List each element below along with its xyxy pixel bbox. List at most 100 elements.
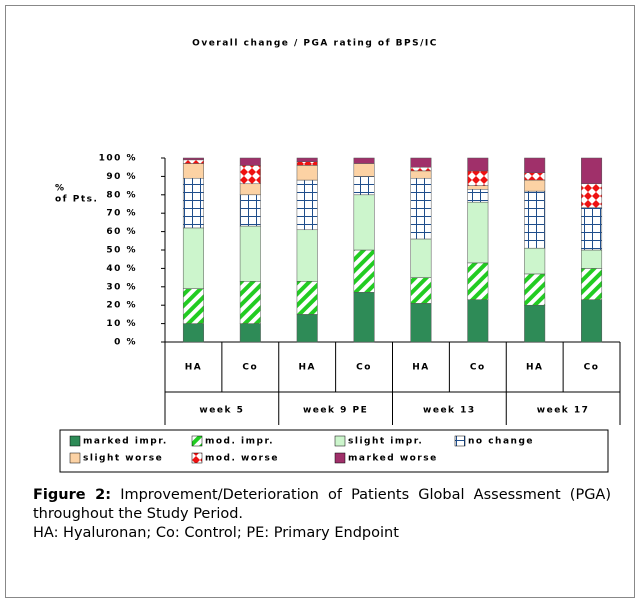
y-tick-label: 40 %: [106, 264, 137, 274]
bar-segment: [182, 163, 204, 179]
legend-label: slight worse: [83, 454, 163, 464]
y-tick-label: 10 %: [106, 319, 137, 329]
bar-segment: [182, 227, 204, 289]
legend-swatch: [69, 452, 81, 464]
bar-segment: [467, 185, 489, 190]
caption-body: Improvement/Deterioration of Patients Gl…: [33, 487, 612, 522]
bar-segment: [296, 314, 318, 343]
legend-swatch: [69, 435, 81, 447]
bar-segment: [182, 157, 204, 161]
x-tick-label: HA: [412, 363, 430, 373]
bar-segment: [410, 177, 432, 240]
group-label: week 9 PE: [303, 406, 368, 416]
legend-label: no change: [468, 437, 534, 447]
chart-title: Overall change / PGA rating of BPS/IC: [192, 39, 438, 49]
group-label: week 17: [537, 406, 590, 416]
legend-swatch: [334, 452, 346, 464]
y-axis-label: %: [55, 184, 66, 194]
bar-segment: [239, 183, 261, 196]
caption-note: HA: Hyaluronan; Co: Control; PE: Primary…: [33, 525, 399, 541]
group-label: week 13: [423, 406, 476, 416]
bar-segment: [524, 273, 546, 306]
x-tick-label: HA: [298, 363, 316, 373]
y-axis-label: of Pts.: [55, 195, 98, 205]
x-tick-label: Co: [242, 363, 258, 373]
bar-segment: [353, 249, 375, 293]
y-tick-label: 80 %: [106, 190, 137, 200]
bar-segment: [410, 303, 432, 343]
bar-segment: [239, 157, 261, 166]
bar-segment: [239, 225, 261, 282]
y-tick-label: 90 %: [106, 172, 137, 182]
bar-segment: [239, 281, 261, 324]
y-tick-label: 50 %: [106, 246, 137, 256]
legend-label: marked impr.: [83, 437, 168, 447]
bar-segment: [239, 165, 261, 185]
bar-segment: [467, 262, 489, 300]
y-tick-label: 20 %: [106, 301, 137, 311]
caption-label: Figure 2:: [33, 487, 112, 503]
bar-segment: [467, 170, 489, 186]
y-tick-label: 60 %: [106, 227, 137, 237]
bar-segment: [296, 165, 318, 181]
bar-segment: [524, 179, 546, 192]
y-tick-label: 70 %: [106, 209, 137, 219]
bar-segment: [467, 299, 489, 343]
bar-segment: [467, 157, 489, 172]
legend-swatch: [191, 452, 203, 464]
bar-segment: [296, 229, 318, 282]
x-tick-label: Co: [470, 363, 486, 373]
bar-segment: [524, 190, 546, 249]
bar-segment: [239, 194, 261, 227]
bar-segment: [296, 157, 318, 162]
bar-segment: [581, 157, 603, 185]
chart: Overall change / PGA rating of BPS/IC % …: [55, 39, 621, 473]
legend-box: [59, 429, 609, 473]
bar-segment: [182, 323, 204, 343]
bar-segment: [410, 157, 432, 168]
legend-swatch: [334, 435, 346, 447]
bar-segment: [524, 247, 546, 275]
y-tick-label: 30 %: [106, 282, 137, 292]
x-tick-label: Co: [356, 363, 372, 373]
x-tick-label: HA: [526, 363, 544, 373]
bar-segment: [524, 172, 546, 181]
bar-segment: [581, 299, 603, 343]
legend-swatch: [191, 435, 203, 447]
bar-segment: [353, 176, 375, 196]
legend-label: marked worse: [348, 454, 438, 464]
x-tick-label: HA: [185, 363, 203, 373]
bar-segment: [296, 179, 318, 231]
bar-segment: [182, 177, 204, 229]
bar-segment: [353, 157, 375, 164]
bar-segment: [353, 163, 375, 177]
legend-label: mod. worse: [205, 454, 279, 464]
bar-segment: [182, 159, 204, 164]
bar-segment: [410, 277, 432, 304]
caption: Figure 2: Improvement/Deterioration of P…: [33, 486, 611, 543]
bar-segment: [467, 201, 489, 264]
bar-segment: [353, 292, 375, 343]
bar-segment: [581, 183, 603, 208]
bar-segment: [182, 288, 204, 324]
legend-label: mod. impr.: [205, 437, 274, 447]
bar-segment: [581, 268, 603, 300]
bar-segment: [239, 323, 261, 343]
bar-segment: [353, 194, 375, 251]
caption-text: Figure 2: Improvement/Deterioration of P…: [33, 486, 611, 524]
figure-frame: [5, 5, 635, 598]
bar-segment: [410, 166, 432, 172]
bar-segment: [524, 304, 546, 343]
bar-segment: [581, 249, 603, 269]
legend-swatch: [454, 435, 466, 447]
bar-segment: [296, 161, 318, 166]
bar-segment: [410, 238, 432, 278]
bar-segment: [410, 170, 432, 179]
bar-segment: [581, 207, 603, 251]
y-tick-label: 0 %: [114, 338, 137, 348]
bar-segment: [524, 157, 546, 173]
bar-segment: [296, 281, 318, 315]
y-tick-label: 100 %: [99, 154, 137, 164]
bar-segment: [467, 189, 489, 203]
x-tick-label: Co: [584, 363, 600, 373]
